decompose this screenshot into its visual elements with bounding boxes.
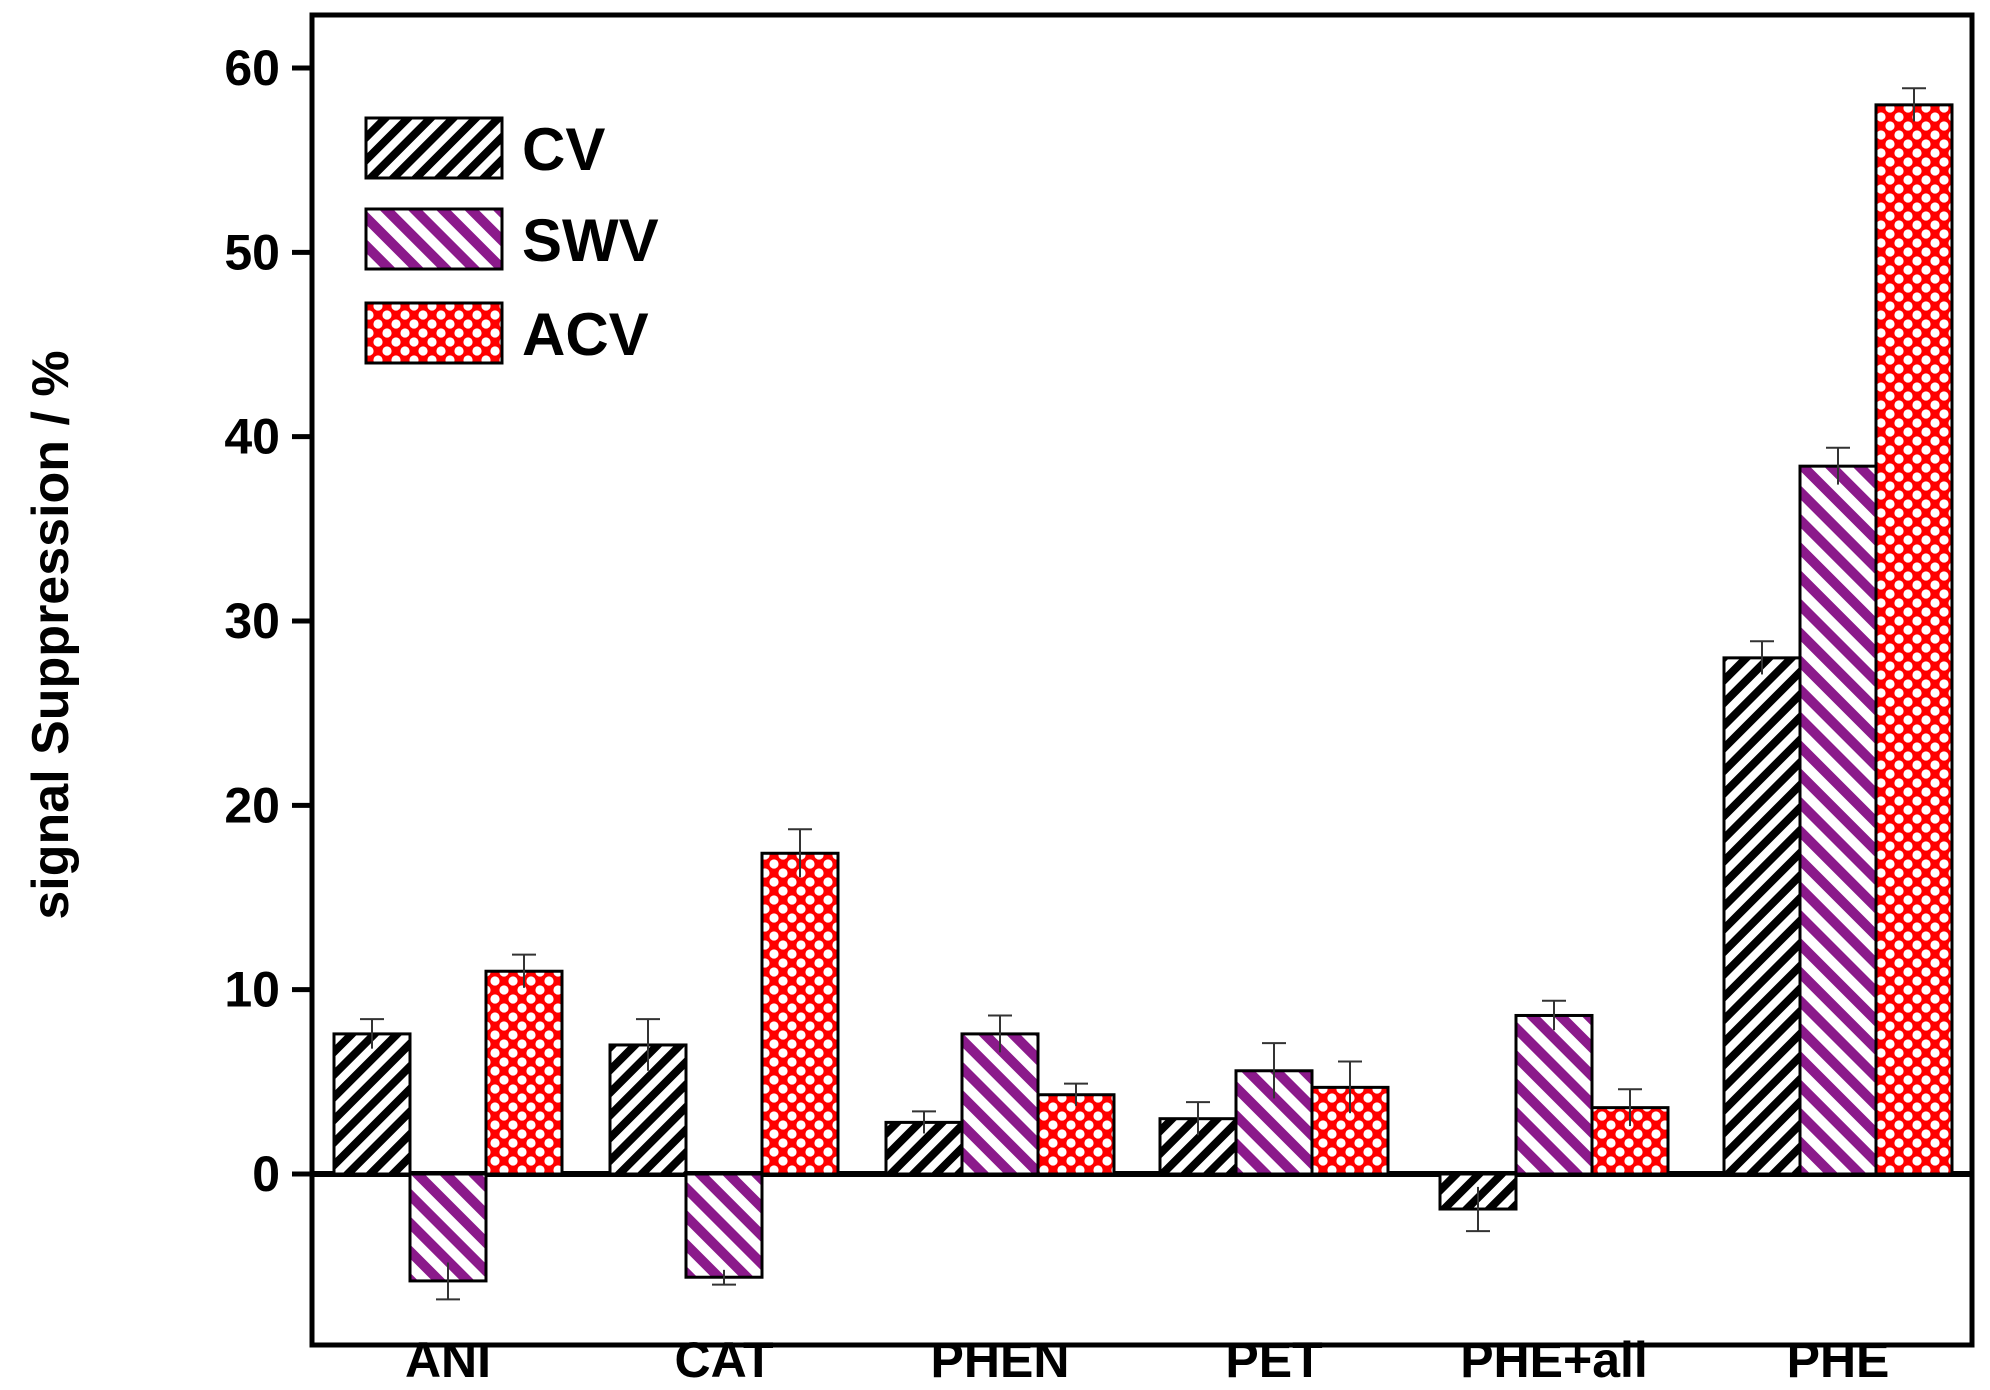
legend-swatch: [364, 301, 504, 365]
y-tick-label: 40: [224, 409, 280, 465]
bar-group-phe: [1722, 87, 1954, 1176]
x-axis-labels: ANI CAT PHEN PET PHE+all PHE: [405, 1332, 1889, 1388]
y-tick-label: 0: [252, 1146, 280, 1202]
bar-acv: [1874, 103, 1954, 1176]
y-tick-label: 50: [224, 224, 280, 280]
bar-acv: [760, 851, 840, 1176]
x-tick-label: CAT: [674, 1332, 773, 1388]
y-axis-title: signal Suppression / %: [22, 350, 80, 919]
x-tick-label: PHE+all: [1460, 1332, 1648, 1388]
y-tick-label: 60: [224, 40, 280, 96]
y-tick-label: 20: [224, 777, 280, 833]
x-tick-label: ANI: [405, 1332, 491, 1388]
x-tick-label: PHEN: [931, 1332, 1070, 1388]
bar-swv: [1514, 1013, 1594, 1176]
y-axis-ticks: 0 10 20 30 40 50 60: [224, 40, 312, 1202]
bar-swv: [960, 1032, 1040, 1176]
bar-group-pet: [1158, 1042, 1390, 1176]
x-tick-label: PHE: [1787, 1332, 1890, 1388]
legend-label: ACV: [522, 301, 649, 368]
bar-group-phen: [884, 1014, 1116, 1176]
bar-group-ani: [332, 953, 564, 1301]
legend-item-acv: ACV: [364, 301, 649, 368]
legend: CV SWV ACV: [364, 116, 659, 368]
bar-acv: [484, 969, 564, 1176]
plot-frame: [309, 12, 1975, 1348]
bar-swv: [1798, 464, 1878, 1176]
bar-cv: [1722, 656, 1802, 1176]
legend-swatch: [364, 116, 504, 180]
x-tick-label: PET: [1225, 1332, 1322, 1388]
legend-item-swv: SWV: [364, 207, 659, 274]
legend-label: SWV: [522, 207, 659, 274]
bar-group-phe-all: [1438, 999, 1670, 1233]
legend-item-cv: CV: [364, 116, 605, 183]
bar-groups: [332, 87, 1954, 1301]
legend-label: CV: [522, 116, 605, 183]
y-tick-label: 10: [224, 962, 280, 1018]
legend-swatch: [364, 207, 504, 271]
y-tick-label: 30: [224, 593, 280, 649]
bar-acv: [1036, 1093, 1116, 1176]
bar-group-cat: [608, 828, 840, 1286]
bar-cv: [332, 1032, 412, 1176]
bar-swv: [684, 1172, 764, 1279]
